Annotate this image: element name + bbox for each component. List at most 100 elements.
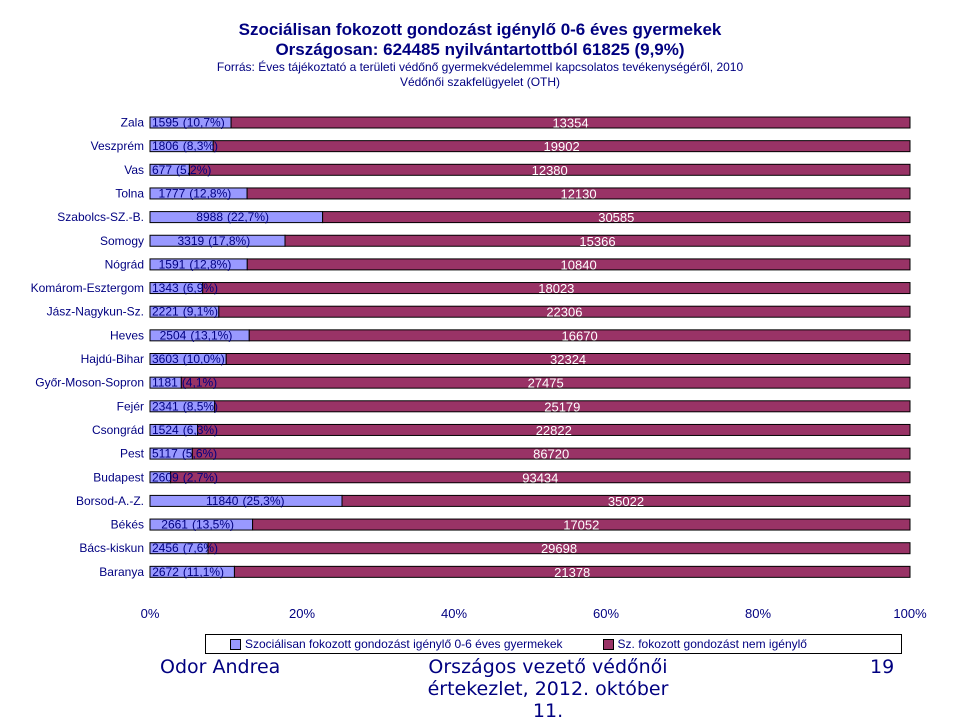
- legend-label-1: Szociálisan fokozott gondozást igénylő 0…: [245, 637, 563, 651]
- category-label: Budapest: [93, 470, 144, 484]
- data-label-igenylo: 1343 (6,9%): [152, 281, 218, 295]
- bar-nem-igenylo-11: [225, 353, 911, 365]
- bar-nem-igenylo-15: [191, 447, 911, 460]
- data-label-nem-igenylo: 13354: [552, 116, 588, 131]
- data-label-nem-igenylo: 10840: [561, 257, 597, 272]
- bar-nem-igenylo-5: [322, 211, 911, 224]
- category-label: Zala: [121, 116, 145, 130]
- x-tick-label: 80%: [745, 606, 771, 621]
- category-label: Veszprém: [91, 139, 144, 153]
- data-label-igenylo: 1524 (6,3%): [152, 423, 218, 437]
- data-label-nem-igenylo: 27475: [528, 376, 564, 391]
- bar-nem-igenylo-19: [207, 542, 911, 555]
- category-label: Csongrád: [92, 423, 144, 437]
- data-label-igenylo: 2672 (11,1%): [152, 565, 224, 579]
- data-label-nem-igenylo: 86720: [533, 447, 569, 462]
- category-label: Baranya: [99, 565, 144, 579]
- x-tick-label: 40%: [441, 606, 467, 621]
- legend-swatch-1: [230, 638, 241, 650]
- legend-item-1: Szociálisan fokozott gondozást igénylő 0…: [230, 637, 563, 651]
- legend-swatch-2: [602, 638, 614, 650]
- x-tick-label: 100%: [893, 606, 927, 621]
- data-label-nem-igenylo: 18023: [538, 281, 574, 296]
- footer-page-number: 19: [870, 656, 895, 678]
- category-label: Heves: [110, 328, 144, 342]
- chart-source-2: Védőnői szakfelügyelet (OTH): [399, 75, 561, 89]
- data-label-igenylo: 2504 (13,1%): [160, 328, 233, 342]
- data-label-igenylo: 1591 (12,8%): [159, 257, 232, 271]
- category-label: Bács-kiskun: [79, 541, 144, 555]
- bar-nem-igenylo-2: [212, 140, 911, 153]
- category-label: Nógrád: [105, 257, 144, 271]
- bar-nem-igenylo-18: [252, 518, 911, 531]
- bar-nem-igenylo-20: [233, 565, 911, 578]
- category-label: Tolna: [115, 186, 144, 200]
- data-label-igenylo: 3603 (10,0%): [152, 352, 225, 366]
- stacked-bar-chart: 1595 (10,7%) 13354 1806 (8,3%) 19902 677 (5,2%)…: [31, 116, 927, 622]
- bar-nem-igenylo-7: [246, 258, 911, 271]
- x-tick-label: 0%: [141, 606, 160, 621]
- category-label: Győr-Moson-Sopron: [35, 376, 144, 390]
- legend-item-2: Sz. fokozott gondozást nem igénylő: [602, 637, 807, 651]
- data-label-igenylo: 1595 (10,7%): [152, 116, 225, 130]
- data-label-igenylo: 11840 (25,3%): [206, 494, 285, 508]
- data-label-nem-igenylo: 29698: [541, 541, 577, 556]
- chart-title-block: Szociálisan fokozott gondozást igénylő 0…: [150, 20, 810, 90]
- data-label-nem-igenylo: 21378: [554, 565, 590, 580]
- data-label-nem-igenylo: 15366: [579, 234, 615, 249]
- legend: Szociálisan fokozott gondozást igénylő 0…: [205, 634, 902, 654]
- data-label-igenylo: 1777 (12,8%): [159, 186, 232, 200]
- category-labels: Zala Veszprém Vas Tolna Szabolcs-SZ.-B. Somog…: [31, 116, 145, 579]
- data-label-nem-igenylo: 22306: [546, 305, 582, 320]
- data-label-nem-igenylo: 19902: [544, 139, 580, 154]
- category-label: Fejér: [117, 399, 144, 413]
- bar-nem-igenylo-13: [214, 400, 911, 413]
- footer-event-line2: értekezlet, 2012. október 11.: [427, 678, 669, 722]
- chart-subtitle: Országosan: 624485 nyilvántartottból 618…: [275, 40, 685, 59]
- data-label-igenylo: 2456 (7,6%): [152, 541, 218, 555]
- bar-nem-igenylo-16: [170, 471, 911, 484]
- data-label-nem-igenylo: 22822: [536, 423, 572, 438]
- data-label-igenylo: 1181 (4,1%): [152, 376, 217, 390]
- footer-author: Odor Andrea: [160, 656, 281, 678]
- chart-title: Szociálisan fokozott gondozást igénylő 0…: [238, 20, 722, 39]
- x-tick-label: 20%: [289, 606, 315, 621]
- x-tick-labels: 0% 20% 40% 60% 80% 100%: [141, 606, 927, 621]
- data-label-nem-igenylo: 32324: [550, 352, 586, 367]
- data-label-igenylo: 2609 (2,7%): [152, 470, 218, 484]
- data-label-nem-igenylo: 35022: [608, 494, 644, 509]
- data-label-nem-igenylo: 25179: [544, 399, 580, 414]
- bar-nem-igenylo-14: [197, 423, 911, 436]
- bar-nem-igenylo-17: [341, 494, 911, 507]
- bar-nem-igenylo-4: [246, 187, 911, 200]
- category-label: Vas: [124, 163, 144, 177]
- category-label: Pest: [120, 447, 145, 461]
- bar-nem-igenylo-6: [284, 234, 911, 247]
- data-label-igenylo: 3319 (17,8%): [177, 234, 250, 248]
- data-label-igenylo: 2341 (8,5%): [152, 399, 218, 413]
- footer-event: Országos vezető védőnői értekezlet, 2012…: [418, 656, 678, 722]
- footer-event-line1: Országos vezető védőnői: [428, 656, 668, 678]
- data-label-igenylo: 677 (5,2%): [152, 163, 211, 177]
- bar-nem-igenylo-12: [180, 376, 911, 389]
- data-label-igenylo: 2221 (9,1%): [152, 305, 218, 319]
- bar-nem-igenylo-9: [218, 305, 911, 318]
- bar-nem-igenylo-10: [248, 329, 911, 342]
- category-label: Jász-Nagykun-Sz.: [47, 305, 144, 319]
- data-label-nem-igenylo: 16670: [562, 328, 598, 343]
- category-label: Komárom-Esztergom: [31, 281, 144, 295]
- chart-source: Forrás: Éves tájékoztató a területi védő…: [216, 60, 744, 74]
- category-label: Hajdú-Bihar: [81, 352, 144, 366]
- category-label: Somogy: [100, 234, 144, 248]
- data-label-nem-igenylo: 17052: [563, 518, 599, 533]
- bar-nem-igenylo-3: [188, 163, 911, 176]
- data-label-igenylo: 2661 (13,5%): [161, 518, 234, 532]
- data-label-igenylo: 1806 (8,3%): [152, 139, 218, 153]
- category-label: Békés: [111, 518, 144, 532]
- data-label-nem-igenylo: 12380: [532, 163, 568, 178]
- data-label-igenylo: 8988 (22,7%): [196, 210, 269, 224]
- bar-nem-igenylo-8: [202, 282, 911, 295]
- data-label-nem-igenylo: 93434: [522, 470, 558, 485]
- legend-label-2: Sz. fokozott gondozást nem igénylő: [617, 637, 807, 651]
- category-label: Borsod-A.-Z.: [76, 494, 144, 508]
